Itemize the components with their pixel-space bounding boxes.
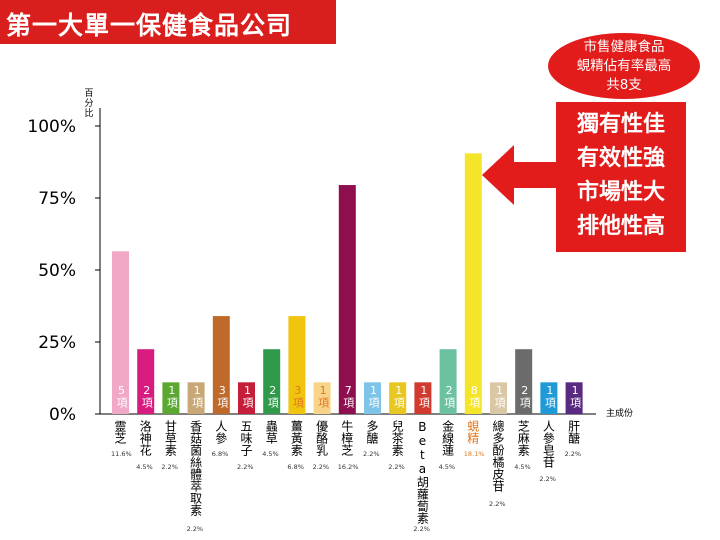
category-label: 人參 [213,420,228,444]
bar-count-label: 7項 [341,384,355,408]
bar [565,382,583,414]
bar-count-label: 2項 [266,384,280,408]
market-share-callout: 市售健康食品 蜆精佔有率最高 共8支 [548,33,700,99]
bar-count-label: 1項 [190,384,204,408]
bar-count-label: 1項 [543,384,557,408]
percent-label: 4.5% [514,462,531,471]
bar [162,382,180,414]
bar [288,316,306,414]
title-banner [0,0,336,44]
percent-label: 2.2% [539,475,556,483]
bar [464,153,482,415]
percent-label: 2.2% [388,462,405,471]
bar-count-label: 3項 [215,384,229,408]
percent-label: 2.2% [413,525,430,533]
y-axis-label: 百分比 [84,89,94,119]
y-tick-label: 100% [27,117,76,137]
percent-label: 2.2% [312,462,330,471]
bar-count-label: 2項 [140,384,154,408]
bar [212,316,230,414]
bar [439,349,457,414]
bar [540,382,558,414]
bar [414,382,432,414]
category-label: 甘草素 [163,420,178,456]
category-label: 蟲草 [264,420,279,444]
category-label: 優酪乳 [314,420,329,456]
pointer-arrow-icon [482,145,558,205]
category-label: 薑黃素 [289,420,304,456]
callout-line-3: 共8支 [606,76,642,93]
bar-count-label: 1項 [392,384,406,408]
bar-count-label: 1項 [568,384,582,408]
percent-label: 2.2% [161,462,178,471]
bar-count-label: 2項 [442,384,456,408]
bar-count-label: 2項 [518,384,532,408]
percent-label: 18.1% [463,450,485,458]
category-label: 兒茶素 [390,420,405,456]
y-tick-label: 25% [38,333,76,353]
bar [490,382,507,414]
y-tick-label: 75% [38,189,76,209]
bar [364,382,381,414]
claim-4: 排他性高 [576,214,665,239]
bar [112,251,129,414]
category-label: 多醣 [365,420,379,444]
category-label: 洛神花 [138,420,153,456]
bar [313,382,331,414]
category-label: 香菇菌絲體萃取素 [188,420,203,516]
bar [263,349,281,414]
claims-box: 獨有性佳 有效性強 市場性大 排他性高 [556,102,686,252]
bar-count-label: 3項 [291,384,305,408]
category-label: 肝醣 [566,420,581,444]
percent-label: 2.2% [363,450,380,458]
page-title: 第一大單一保健食品公司 [6,11,293,40]
percent-label: 2.2% [237,462,254,471]
percent-label: 6.8% [211,450,229,458]
y-tick-label: 0% [49,405,76,425]
percent-label: 2.2% [489,500,506,508]
x-axis-label: 主成份 [606,409,634,419]
category-label: 總多酚橘皮苷 [491,420,505,492]
percent-label: 2.2% [564,450,582,458]
category-label: 五味子 [239,420,253,456]
bar [187,382,205,414]
bar-count-label: 1項 [417,384,431,408]
bar-count-label: 1項 [316,384,330,408]
category-label: 靈芝 [113,420,127,444]
bar-count-label: 1項 [367,384,380,408]
percent-label: 4.5% [262,450,279,458]
claim-2: 有效性強 [576,146,665,171]
category-label: 人參皂苷 [541,420,556,468]
percent-label: 4.5% [438,462,456,471]
bar [515,349,533,414]
percent-label: 2.2% [186,525,204,533]
category-label: 芝麻素 [516,420,531,456]
bar [137,349,155,414]
percent-label: 4.5% [136,462,153,471]
category-label: 牛樟芝 [339,420,354,456]
bar [389,382,407,414]
bar-count-label: 8項 [467,384,481,408]
bar [238,382,255,414]
category-label: Beta胡蘿蔔素 [415,420,430,524]
callout-line-1: 市售健康食品 [583,38,665,55]
bar-count-label: 1項 [493,384,506,408]
bar [338,185,356,414]
percent-label: 6.8% [287,462,304,471]
category-label: 蜆精 [465,420,480,444]
callout-line-2: 蜆精佔有率最高 [576,57,672,74]
y-tick-label: 50% [38,261,76,281]
claim-3: 市場性大 [576,180,665,205]
bar-count-label: 1項 [241,384,254,408]
category-label: 金線蓮 [440,420,455,456]
bar-count-label: 5項 [115,384,128,408]
claim-1: 獨有性佳 [576,112,665,137]
percent-label: 11.6% [111,450,132,458]
bar-count-label: 1項 [165,384,179,408]
percent-label: 16.2% [337,462,359,471]
